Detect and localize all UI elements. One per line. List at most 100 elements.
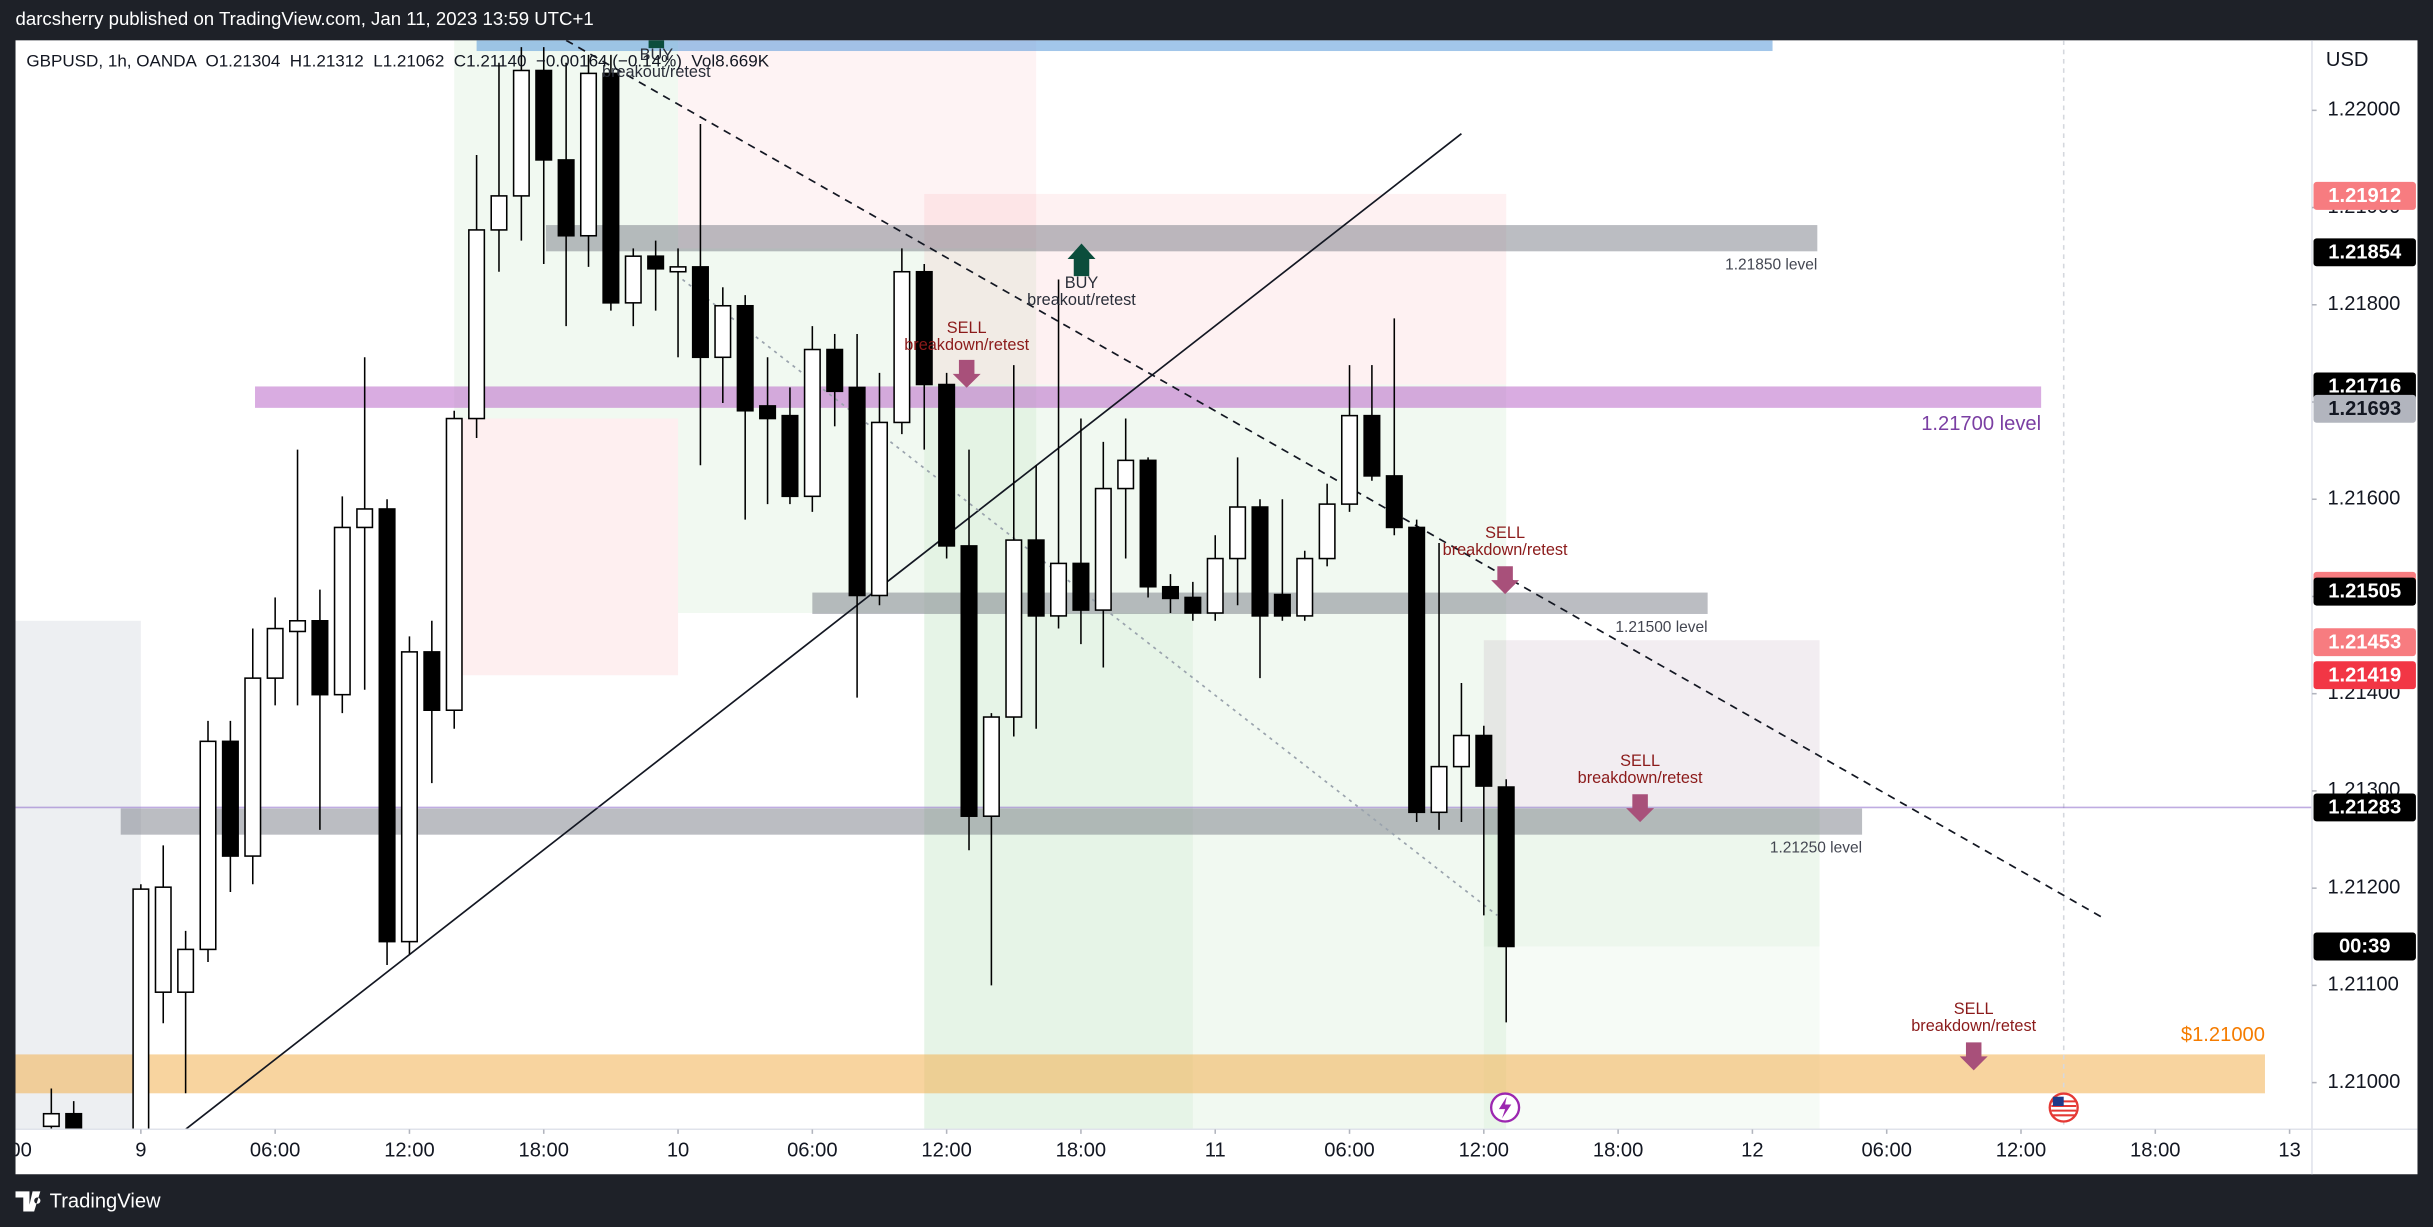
candle-body (647, 255, 665, 270)
candle-body (848, 386, 866, 597)
x-tick-label: 10 (667, 1139, 689, 1161)
candle-body (1497, 786, 1515, 948)
price-tag-label: 1.21419 (2328, 664, 2401, 686)
candle-body (982, 716, 1000, 817)
x-tick-label: 06:00 (1324, 1139, 1374, 1161)
level-label: 1.21850 level (1725, 256, 1817, 273)
x-tick-label: 12 (1741, 1139, 1763, 1161)
price-tag (2313, 628, 2416, 657)
time-axis: 18:00 9 06:00 12:00 18:00 10 06:00 12:00 18:00 11… (16, 1129, 2301, 1161)
candle-body (1385, 475, 1403, 529)
y-tick-label: 1.21100 (2327, 974, 2398, 996)
price-tag (2313, 661, 2416, 690)
candle-body (400, 651, 418, 943)
annotations: BUYbreakout/retestBUYbreakout/retestSELL… (602, 40, 2037, 1071)
x-tick-label: 12:00 (384, 1139, 434, 1161)
candle-body (1296, 557, 1314, 617)
candle-body (714, 304, 732, 359)
level-label: 1.21500 level (1615, 619, 1707, 636)
y-tick-label: 1.21200 (2327, 876, 2400, 898)
candle-body (356, 508, 374, 529)
candle-body (1251, 506, 1269, 617)
price-tag-label: 1.21283 (2328, 797, 2401, 819)
x-tick-label: 18:00 (2130, 1139, 2180, 1161)
candle-body (736, 304, 754, 412)
price-tags: 1.219121.218541.217161.216931.215111.215… (2313, 181, 2416, 961)
brand-logo (15, 1191, 41, 1212)
signal-arrow (1067, 243, 1096, 277)
candle-body (535, 69, 553, 161)
price-tag (2313, 394, 2416, 423)
candle-body (781, 414, 799, 498)
candle-body (938, 383, 956, 547)
candle-body (579, 72, 598, 237)
candle-body (691, 266, 709, 359)
candle-body (1273, 593, 1291, 617)
trend-line (565, 40, 2105, 920)
signal-label: SELL (1485, 524, 1525, 542)
candle-body (132, 888, 150, 1130)
signal-text: breakdown/retest (904, 336, 1029, 354)
x-tick-label: 06:00 (1861, 1139, 1911, 1161)
price-tag-label: 1.21716 (2328, 376, 2401, 398)
candle-body (1452, 734, 1470, 768)
x-tick-label: 9 (135, 1139, 146, 1161)
zone (1483, 946, 1820, 1130)
level-label: 1.21700 level (1921, 413, 2041, 435)
x-tick-label: 12:00 (921, 1139, 971, 1161)
zone (476, 40, 1773, 52)
candle-body (1072, 562, 1090, 611)
candle-body (378, 508, 396, 943)
candle-body (423, 651, 441, 712)
candle-body (1475, 734, 1493, 787)
x-tick-label: 18:00 (1593, 1139, 1643, 1161)
zone (545, 225, 1818, 252)
candle-body (42, 1112, 60, 1128)
y-tick-label: 1.21600 (2327, 488, 2400, 510)
signal-label: BUY (640, 46, 674, 64)
price-tag-label: 00:39 (2339, 936, 2391, 958)
brand: TradingView (50, 1191, 161, 1213)
legend: GBPUSD, 1h, OANDA O1.21304 H1.21312 L1.2… (26, 52, 769, 71)
candle-body (1408, 526, 1426, 814)
candle-body (602, 72, 620, 304)
footer: TradingView (15, 1191, 161, 1213)
candle-body (870, 421, 889, 597)
price-tag-label: 1.21453 (2328, 631, 2401, 653)
lightning-glyph (1498, 1096, 1512, 1119)
zones: 1.21850 level 1.21500 level 1.21250 level 1… (15, 40, 2265, 1130)
price-tag (2313, 577, 2416, 606)
candle-body (1005, 539, 1023, 718)
price-tag-label: 1.21505 (2328, 581, 2401, 603)
price-tag (2313, 932, 2416, 961)
price-tag (2313, 372, 2416, 401)
zone (15, 620, 141, 1130)
candle-body (669, 266, 687, 273)
candle-body (244, 677, 262, 857)
candle-body (512, 69, 530, 197)
candle-body (468, 229, 486, 420)
currency: USD (2326, 49, 2369, 71)
candle-body (1094, 487, 1112, 611)
signal-label: SELL (1954, 1000, 1994, 1018)
candle-body (490, 195, 508, 231)
signal-label: BUY (1065, 274, 1099, 292)
signal-text: breakdown/retest (1443, 541, 1568, 559)
candle-body (177, 948, 195, 993)
price-tag-label: 1.21854 (2328, 241, 2402, 263)
candle-body (1229, 506, 1247, 560)
signal-label: SELL (947, 319, 987, 337)
x-tick-label: 06:00 (250, 1139, 300, 1161)
candle-body (1363, 414, 1381, 477)
candle-body (445, 417, 463, 712)
candle-body (199, 740, 217, 951)
zone (454, 418, 679, 676)
candle-body (154, 886, 172, 993)
signal-text: breakdown/retest (1578, 769, 1703, 787)
candle-body (960, 545, 978, 817)
candle-body (1340, 414, 1359, 505)
candle-body (266, 627, 284, 679)
zone (678, 40, 1037, 249)
zone (1483, 640, 1820, 807)
